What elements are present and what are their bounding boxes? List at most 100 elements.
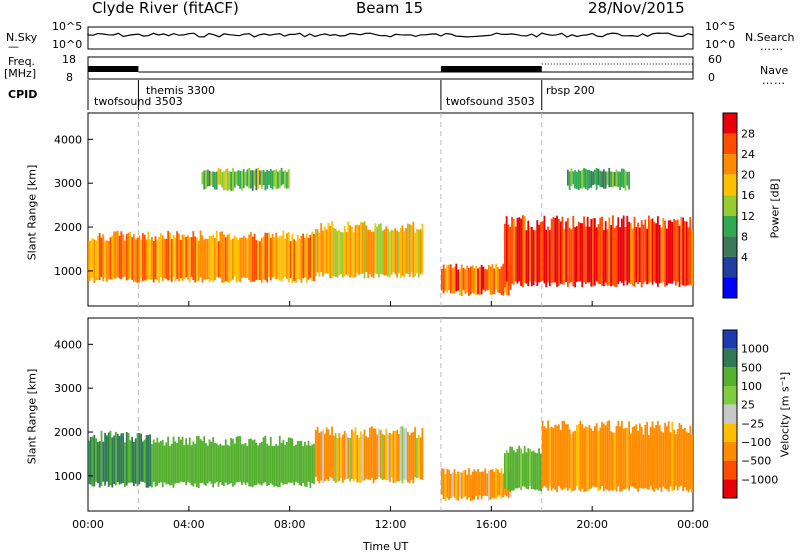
data-cell — [388, 433, 391, 482]
data-cell — [248, 234, 251, 281]
data-cell — [170, 238, 173, 283]
data-cell — [194, 236, 197, 283]
data-cell — [518, 217, 521, 282]
data-cell — [387, 433, 389, 480]
data-cell — [210, 235, 213, 280]
data-cell — [230, 438, 233, 484]
data-cell — [106, 435, 108, 482]
data-cell — [631, 427, 634, 487]
data-cell — [597, 224, 600, 284]
data-cell — [304, 237, 306, 278]
data-cell — [574, 227, 576, 288]
data-cell — [115, 431, 117, 486]
data-cell — [685, 431, 688, 491]
data-cell — [655, 223, 657, 284]
colorbar-tick-label: 24 — [741, 148, 755, 161]
data-cell — [626, 427, 629, 489]
data-cell — [314, 228, 317, 277]
data-cell — [512, 450, 515, 491]
data-cell — [554, 424, 557, 490]
colorbar-swatch — [723, 460, 737, 480]
data-cell — [334, 228, 337, 277]
data-cell — [313, 443, 315, 484]
data-cell — [354, 225, 357, 278]
data-cell — [372, 231, 375, 278]
data-cell — [361, 222, 364, 274]
data-cell — [235, 436, 238, 483]
data-cell — [179, 239, 182, 279]
data-cell — [124, 240, 126, 277]
data-cell — [379, 430, 382, 479]
data-cell — [318, 432, 321, 484]
data-cell — [493, 471, 496, 499]
data-cell — [466, 474, 469, 500]
data-cell — [131, 237, 134, 280]
cpid-segment-label: themis 3300 — [146, 84, 216, 97]
data-cell — [592, 218, 594, 287]
data-cell — [579, 171, 582, 189]
data-cell — [152, 240, 155, 283]
data-cell — [98, 233, 101, 281]
data-cell — [629, 433, 632, 487]
data-cell — [617, 217, 620, 284]
data-cell — [597, 430, 600, 492]
data-cell — [673, 429, 675, 490]
noise-panel — [87, 26, 694, 50]
data-cell — [505, 216, 508, 282]
data-cell — [619, 171, 621, 190]
colorbar-swatch — [723, 195, 737, 216]
x-tick-label: 08:00 — [274, 518, 306, 531]
data-cell — [486, 269, 488, 291]
data-cell — [502, 473, 505, 498]
data-cell — [683, 221, 686, 287]
data-cell — [233, 443, 236, 486]
data-cell — [340, 437, 342, 478]
data-cell — [237, 170, 240, 187]
data-cell — [331, 426, 333, 479]
data-cell — [473, 268, 476, 294]
data-cell — [599, 217, 602, 285]
colorbar-frame — [722, 112, 738, 299]
data-cell — [221, 445, 224, 485]
data-cell — [214, 171, 216, 190]
data-cell — [577, 424, 580, 490]
data-cell — [451, 268, 454, 294]
data-cell — [572, 215, 575, 287]
data-cell — [541, 221, 544, 281]
data-cell — [232, 438, 234, 487]
data-cell — [167, 436, 170, 485]
noise-tick-bottom-left: 10^0 — [52, 38, 83, 51]
data-cell — [547, 226, 549, 283]
data-cell — [192, 231, 195, 281]
data-cell — [640, 220, 643, 288]
data-cell — [152, 439, 155, 482]
data-cell — [289, 241, 292, 279]
data-cell — [408, 435, 411, 484]
data-cell — [647, 215, 650, 284]
data-cell — [253, 233, 256, 282]
data-cell — [626, 172, 629, 186]
data-cell — [583, 216, 585, 283]
data-cell — [459, 471, 461, 497]
data-cell — [624, 226, 627, 281]
cpid-segment-label: twofsound 3503 — [94, 95, 183, 108]
data-cell — [532, 230, 535, 286]
data-cell — [302, 233, 305, 279]
data-cell — [610, 225, 612, 287]
data-cell — [201, 440, 204, 483]
data-cell — [295, 241, 297, 283]
data-cell — [109, 430, 112, 486]
data-cell — [336, 437, 339, 482]
data-cell — [172, 436, 175, 488]
data-cell — [178, 436, 180, 484]
data-cell — [590, 219, 593, 287]
data-cell — [572, 431, 575, 491]
data-cell — [392, 430, 395, 483]
data-cell — [653, 428, 656, 492]
data-cell — [269, 237, 272, 281]
x-tick-label: 16:00 — [475, 518, 507, 531]
data-cell — [509, 446, 512, 492]
data-cell — [142, 233, 144, 281]
colorbar-swatch — [723, 367, 737, 386]
data-cell — [282, 171, 285, 185]
